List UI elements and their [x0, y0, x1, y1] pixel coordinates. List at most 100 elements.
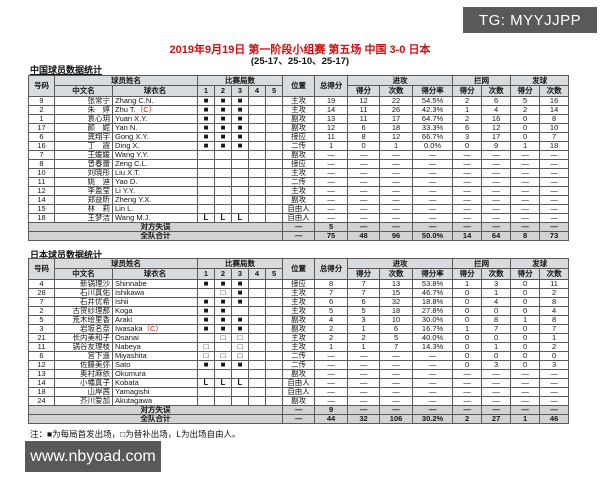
set-marker: [264, 332, 284, 343]
set-marker: ■: [231, 359, 249, 370]
set-marker: [214, 158, 232, 169]
serve-points: 1: [510, 140, 541, 151]
attack-attempts: —: [379, 377, 414, 388]
attack-points: 7: [347, 287, 381, 298]
serve-points: —: [510, 368, 541, 379]
attack-points: 1: [347, 341, 381, 352]
player-row: 1 袁心玥 Yuan X.Y. ■ ■ ■ 副攻 13 11 17 64.7% 2 16 0 8: [28, 113, 570, 124]
col-serve-points: 得分: [510, 268, 541, 280]
block-points: 1: [452, 278, 483, 289]
attack-rate: 27.8%: [412, 305, 454, 316]
block-points: 0: [452, 140, 483, 151]
team-total-attack-attempts: 96: [379, 230, 414, 241]
serve-points: 0: [510, 113, 541, 124]
set-marker: ■: [214, 359, 232, 370]
opponent-errors-label: 对方失误: [27, 404, 284, 415]
player-cn-name: 朱 婷: [54, 104, 113, 115]
block-points: 3: [452, 131, 483, 142]
total-points: 11: [314, 131, 349, 142]
team-total-position: —: [282, 413, 316, 424]
set-marker: [264, 386, 284, 397]
block-attempts: —: [481, 176, 512, 187]
player-position: 主攻: [282, 167, 316, 178]
set-marker: [231, 176, 249, 187]
serve-attempts: —: [539, 386, 570, 397]
col-block-points: 得分: [452, 85, 483, 97]
player-cn-name: 曾春蕾: [54, 158, 113, 169]
col-block-attempts: 次数: [481, 268, 512, 280]
player-cn-name: 长内美和子: [54, 332, 113, 343]
player-position: 自由人: [282, 212, 316, 223]
player-number: 3: [28, 323, 55, 334]
block-attempts: 17: [481, 131, 512, 142]
player-number: 17: [28, 122, 55, 133]
china-stats-table: 号码 球员姓名 比赛局数 位置 总得分 进攻 拦网 发球 中文名 球衣名 1 2…: [27, 74, 570, 241]
player-row: 7 王媛媛 Wang Y.Y. 副攻 — — — — — — — —: [28, 149, 570, 160]
team-total-serve-attempts: 73: [539, 230, 570, 241]
attack-attempts: —: [379, 176, 414, 187]
set-marker: [231, 158, 249, 169]
col-attack-points: 得分: [347, 85, 381, 97]
match-title: 2019年9月19日 第一阶段小组赛 第五场 中国 3-0 日本: [169, 44, 431, 56]
serve-points: 0: [510, 359, 541, 370]
attack-rate: 40.0%: [412, 332, 454, 343]
player-number: 7: [28, 296, 55, 307]
player-row: 11 姚 迪 Yao D. 二传 — — — — — — — —: [28, 176, 570, 187]
total-points: 7: [314, 287, 349, 298]
player-position: 自由人: [282, 203, 316, 214]
col-attack-points: 得分: [347, 268, 381, 280]
serve-points: —: [510, 158, 541, 169]
attack-rate: 66.7%: [412, 131, 454, 142]
block-attempts: —: [481, 395, 512, 406]
block-attempts: —: [481, 149, 512, 160]
total-points: —: [314, 194, 349, 205]
team-total-position: —: [282, 230, 316, 241]
attack-attempts: —: [379, 167, 414, 178]
col-set-1: 1: [197, 85, 215, 97]
player-number: 15: [28, 203, 55, 214]
attack-attempts: —: [379, 395, 414, 406]
serve-points: 1: [510, 314, 541, 325]
player-row: 11 锅谷友理枝 Nabeya □ □ 主攻 1 1 7 14.3% 0 1 0 2: [28, 341, 570, 352]
block-points: —: [452, 185, 483, 196]
serve-points: —: [510, 176, 541, 187]
attack-points: —: [347, 368, 381, 379]
team-total-block-points: 14: [452, 230, 483, 241]
set-marker: [264, 350, 284, 361]
set-marker: ■: [214, 113, 232, 124]
set-marker: [248, 332, 266, 343]
set-marker: [248, 140, 266, 151]
set-marker: [197, 386, 215, 397]
team-total-block-attempts: 27: [481, 413, 512, 424]
player-jersey-name: Miyashita: [112, 350, 198, 361]
set-marker: ■: [214, 122, 232, 133]
set-marker: [248, 305, 266, 316]
player-number: 6: [28, 131, 55, 142]
total-points: —: [314, 167, 349, 178]
set-marker: [264, 305, 284, 316]
serve-points: 0: [510, 278, 541, 289]
attack-rate: —: [412, 185, 454, 196]
player-position: 主攻: [282, 296, 316, 307]
serve-points: —: [510, 185, 541, 196]
attack-rate: —: [412, 368, 454, 379]
opponent-errors-serve-attempts: —: [539, 404, 570, 415]
col-attack-attempts: 次数: [379, 268, 414, 280]
serve-attempts: 16: [539, 95, 570, 106]
attack-points: —: [347, 149, 381, 160]
block-attempts: —: [481, 158, 512, 169]
player-cn-name: 张常宁: [54, 95, 113, 106]
set-marker: ■: [231, 131, 249, 142]
col-attack-rate: 得分率: [412, 85, 454, 97]
player-cn-name: 岩坂名奈: [54, 323, 113, 334]
block-points: 0: [452, 287, 483, 298]
serve-points: 0: [510, 131, 541, 142]
attack-attempts: 18: [379, 305, 414, 316]
set-marker: [264, 194, 284, 205]
total-points: —: [314, 185, 349, 196]
set-marker: [248, 212, 266, 223]
attack-rate: —: [412, 377, 454, 388]
player-number: 4: [28, 278, 55, 289]
col-attack-rate: 得分率: [412, 268, 454, 280]
set-marker: ■: [214, 278, 232, 289]
